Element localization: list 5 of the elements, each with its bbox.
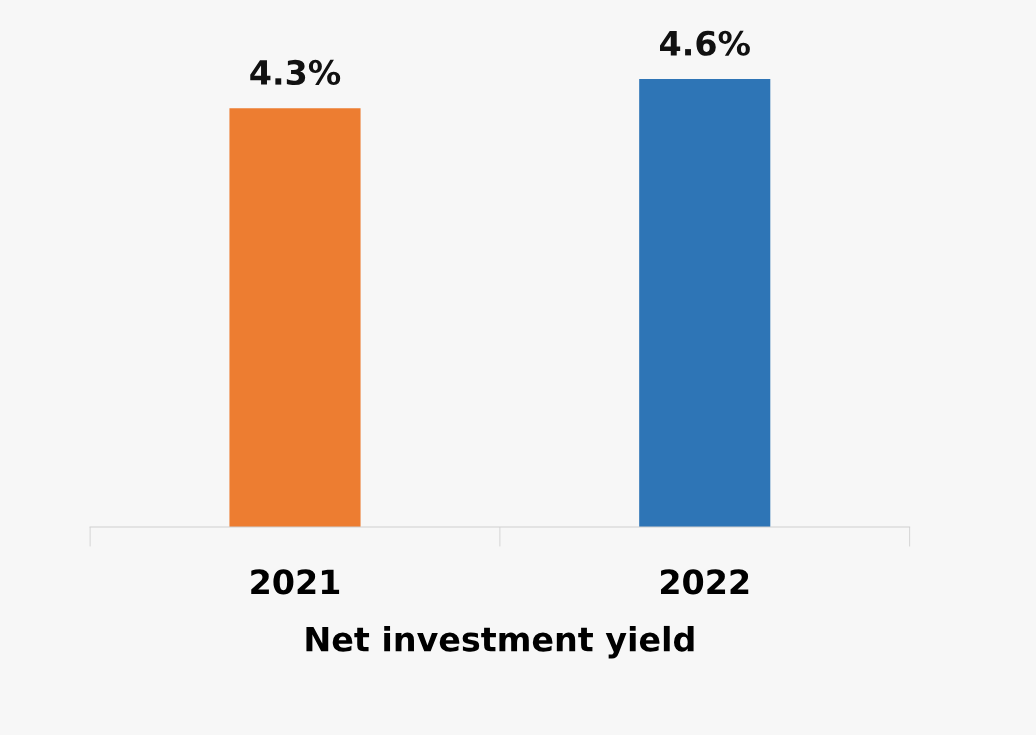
- data-label: 4.6%: [660, 30, 750, 56]
- x-tick-label: 2021: [251, 569, 340, 595]
- x-tick-label: 2022: [660, 569, 749, 595]
- x-axis-title: Net investment yield: [306, 625, 694, 659]
- data-label: 4.3%: [250, 59, 341, 86]
